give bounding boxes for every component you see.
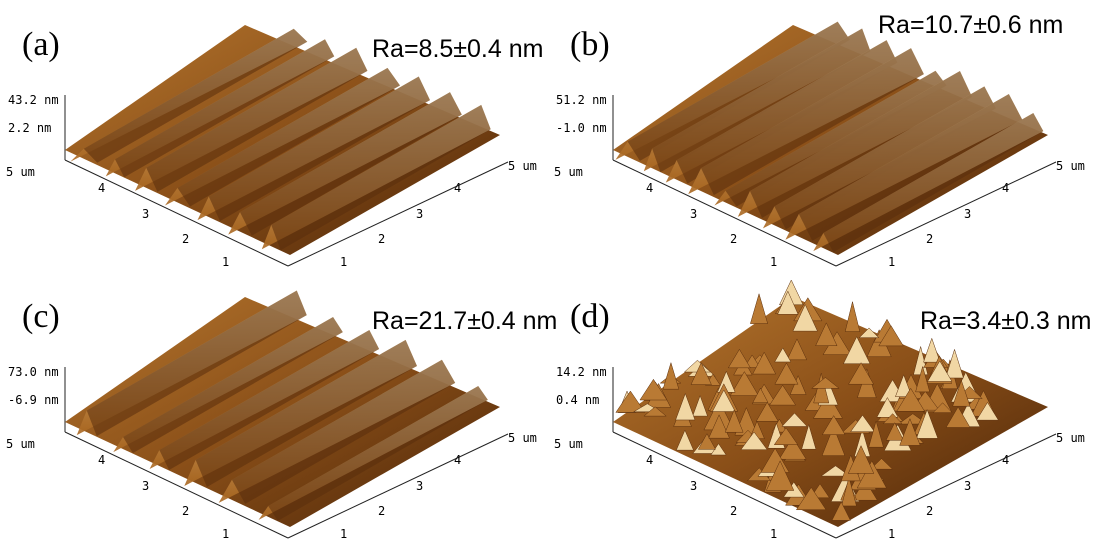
axis-tick-label: 4 xyxy=(98,181,105,195)
axis-tick-label: 4 xyxy=(454,181,461,195)
z-max-label: 73.0 nm xyxy=(8,365,59,379)
axis-tick-label: 3 xyxy=(142,207,149,221)
peak xyxy=(663,363,679,389)
figure: (a) Ra=8.5±0.4 nm 43.2 nm 2.2 nm 5 um 4 3 2 1 1 2 3… xyxy=(0,0,1094,552)
peak xyxy=(924,338,941,362)
axis-tick-label: 4 xyxy=(646,181,653,195)
axis-tick-label: 1 xyxy=(340,255,347,269)
axis-tick-label: 3 xyxy=(142,479,149,493)
axis-tick-label: 1 xyxy=(340,527,347,541)
axis-tick-label: 3 xyxy=(416,479,423,493)
axis-tick-label: 2 xyxy=(378,504,385,518)
axis-tick-label: 5 um xyxy=(554,165,583,179)
z-min-label: -1.0 nm xyxy=(556,121,607,135)
roughness: Ra=10.7±0.6 nm xyxy=(878,11,1063,39)
axis-tick-label: 1 xyxy=(222,255,229,269)
axis-tick-label: 5 um xyxy=(1056,431,1085,445)
axis-tick-label: 3 xyxy=(690,207,697,221)
axis-tick-label: 2 xyxy=(730,504,737,518)
panel: (c) Ra=21.7±0.4 nm 73.0 nm -6.9 nm 5 um 4 3 2 1 1… xyxy=(6,290,557,541)
panel: (d) Ra=3.4±0.3 nm 14.2 nm 0.4 nm 5 um 4 3 2 1 1 2 3… xyxy=(554,280,1091,541)
z-min-label: 2.2 nm xyxy=(8,121,51,135)
axis-tick-label: 2 xyxy=(730,232,737,246)
axis-tick-label: 5 um xyxy=(508,431,537,445)
axis-tick-label: 2 xyxy=(926,232,933,246)
axis-tick-label: 2 xyxy=(926,504,933,518)
z-min-label: -6.9 nm xyxy=(8,393,59,407)
z-max-label: 43.2 nm xyxy=(8,93,59,107)
axis-tick-label: 1 xyxy=(888,255,895,269)
peak xyxy=(845,302,860,332)
axis-tick-label: 4 xyxy=(454,453,461,467)
axis-tick-label: 2 xyxy=(182,232,189,246)
panel-label: (b) xyxy=(570,26,610,63)
axis-tick-label: 3 xyxy=(964,207,971,221)
axis-tick-label: 5 um xyxy=(554,437,583,451)
panel-label: (a) xyxy=(22,26,60,63)
panel-label: (c) xyxy=(22,298,60,335)
roughness: Ra=8.5±0.4 nm xyxy=(372,35,543,63)
axis-tick-label: 4 xyxy=(1002,181,1009,195)
peak xyxy=(750,294,767,324)
panel: (a) Ra=8.5±0.4 nm 43.2 nm 2.2 nm 5 um 4 3 2 1 1 2 3… xyxy=(6,25,543,269)
z-max-label: 51.2 nm xyxy=(556,93,607,107)
axis-tick-label: 5 um xyxy=(6,165,35,179)
axis-tick-label: 3 xyxy=(690,479,697,493)
panel: (b) Ra=10.7±0.6 nm 51.2 nm -1.0 nm 5 um 4 3 2 1 1… xyxy=(554,11,1085,269)
panel-label: (d) xyxy=(570,298,610,335)
axis-tick-label: 1 xyxy=(770,255,777,269)
z-max-label: 14.2 nm xyxy=(556,365,607,379)
axis-tick-label: 1 xyxy=(222,527,229,541)
axis-tick-label: 5 um xyxy=(1056,159,1085,173)
axis-tick-label: 2 xyxy=(182,504,189,518)
axis-tick-label: 3 xyxy=(964,479,971,493)
axis-tick-label: 4 xyxy=(646,453,653,467)
peak xyxy=(946,349,964,378)
roughness: Ra=3.4±0.3 nm xyxy=(920,307,1091,335)
axis-tick-label: 5 um xyxy=(6,437,35,451)
z-min-label: 0.4 nm xyxy=(556,393,599,407)
axis-tick-label: 2 xyxy=(378,232,385,246)
axis-tick-label: 1 xyxy=(888,527,895,541)
axis-tick-label: 4 xyxy=(98,453,105,467)
axis-tick-label: 3 xyxy=(416,207,423,221)
axis-tick-label: 5 um xyxy=(508,159,537,173)
axis-tick-label: 4 xyxy=(1002,453,1009,467)
axis-tick-label: 1 xyxy=(770,527,777,541)
roughness: Ra=21.7±0.4 nm xyxy=(372,307,557,335)
